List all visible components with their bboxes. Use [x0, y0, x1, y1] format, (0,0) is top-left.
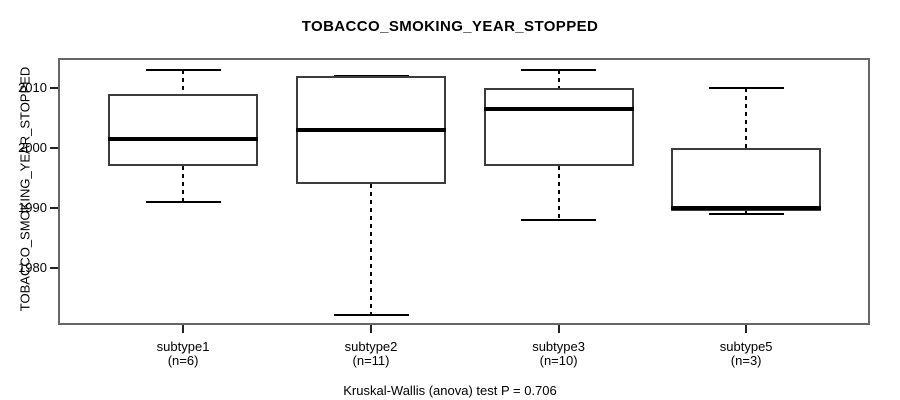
iqr-box-subtype3 [483, 87, 634, 166]
y-axis-tick-label: 2010 [18, 80, 47, 96]
iqr-box-subtype5 [671, 147, 822, 211]
group-count-label-subtype5: (n=3) [730, 353, 762, 368]
lower-whisker-line-subtype2 [370, 183, 373, 316]
group-count-label-subtype3: (n=10) [539, 353, 578, 368]
y-axis-tick [50, 266, 58, 269]
median-line-subtype1 [108, 136, 259, 141]
upper-whisker-line-subtype3 [557, 69, 560, 88]
lower-whisker-cap-subtype5 [708, 212, 784, 215]
group-count-label-subtype2: (n=11) [352, 353, 390, 368]
lower-whisker-line-subtype1 [182, 165, 185, 202]
y-axis-tick [50, 206, 58, 209]
x-axis-tick-subtype3 [557, 325, 560, 333]
upper-whisker-cap-subtype5 [708, 86, 784, 89]
lower-whisker-cap-subtype2 [333, 314, 409, 317]
chart-title: TOBACCO_SMOKING_YEAR_STOPPED [301, 18, 599, 35]
median-line-subtype5 [671, 205, 822, 210]
kruskal-wallis-note: Kruskal-Wallis (anova) test P = 0.706 [343, 383, 557, 398]
x-axis-tick-subtype2 [370, 325, 373, 333]
y-axis-tick [50, 86, 58, 89]
group-label-subtype1: subtype1 [156, 339, 210, 354]
iqr-box-subtype1 [108, 93, 259, 166]
y-axis-tick-label: 2000 [18, 140, 47, 156]
y-axis-tick-label: 1990 [18, 200, 47, 216]
group-label-subtype3: subtype3 [532, 339, 585, 354]
lower-whisker-cap-subtype1 [145, 200, 221, 203]
group-count-label-subtype1: (n=6) [167, 353, 199, 368]
upper-whisker-cap-subtype3 [521, 68, 597, 71]
lower-whisker-line-subtype5 [745, 210, 748, 214]
group-label-subtype5: subtype5 [719, 339, 773, 354]
group-label-subtype2: subtype2 [344, 339, 398, 354]
lower-whisker-line-subtype3 [557, 165, 560, 220]
y-axis-tick-label: 1980 [18, 260, 47, 276]
upper-whisker-cap-subtype1 [145, 68, 221, 71]
lower-whisker-cap-subtype3 [521, 218, 597, 221]
y-axis-tick [50, 146, 58, 149]
median-line-subtype2 [296, 127, 447, 132]
median-line-subtype3 [483, 106, 634, 111]
x-axis-tick-subtype1 [182, 325, 185, 333]
upper-whisker-line-subtype1 [182, 69, 185, 94]
upper-whisker-line-subtype5 [745, 87, 748, 148]
x-axis-tick-subtype5 [745, 325, 748, 333]
